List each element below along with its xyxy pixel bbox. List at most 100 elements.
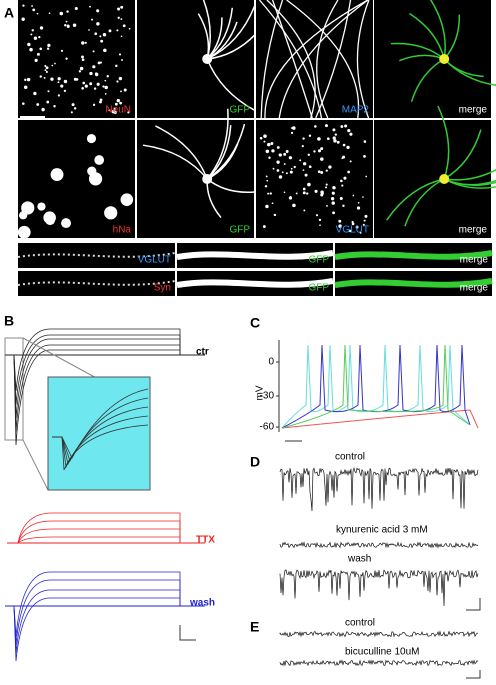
cell (363, 140, 367, 143)
cell (22, 4, 25, 7)
cell (39, 47, 43, 51)
dendrite (206, 108, 229, 180)
cell (306, 192, 309, 195)
cell (331, 201, 335, 205)
cell (338, 219, 342, 223)
cell (44, 69, 47, 72)
cell (276, 160, 280, 164)
cell (363, 155, 366, 158)
dendrite (142, 144, 208, 180)
panel-letter: D (250, 454, 260, 470)
current-trace (12, 536, 200, 544)
dendrite (386, 178, 445, 221)
scale-bar (466, 670, 481, 679)
inset-trace (52, 397, 149, 463)
dendrite (443, 178, 496, 187)
cell (347, 129, 351, 133)
panel-letter: B (4, 313, 14, 329)
cell (127, 111, 130, 114)
cell (302, 169, 305, 171)
dendrite-strip (176, 278, 334, 288)
trace-label: control (335, 452, 365, 463)
cell (334, 133, 337, 136)
inset-trace (52, 424, 149, 471)
cell (23, 85, 28, 90)
panel-letter: A (4, 5, 14, 21)
soma (202, 54, 213, 64)
cell (290, 131, 294, 135)
soma (439, 174, 450, 184)
cell (104, 79, 107, 82)
cell (272, 167, 275, 170)
cell (120, 18, 123, 21)
current-trace (279, 541, 479, 549)
micrograph (18, 0, 135, 118)
cell (295, 192, 298, 195)
trace-label: wash (189, 598, 215, 609)
voltage-trace (281, 409, 479, 429)
dendrite-strip (17, 280, 176, 286)
image-label: VGLUT (336, 225, 369, 236)
micrograph (137, 120, 254, 238)
cell (290, 127, 293, 129)
cell (47, 90, 50, 93)
current-trace (12, 528, 200, 544)
micrograph-content (142, 108, 255, 219)
cell (326, 205, 328, 207)
cell (281, 171, 284, 174)
micrograph-content (197, 0, 263, 115)
zoom-box (4, 337, 24, 441)
cell (60, 49, 64, 52)
cell (303, 209, 306, 212)
cell (363, 219, 366, 222)
cell (264, 185, 268, 188)
cell (54, 62, 56, 65)
cell (364, 214, 368, 218)
cell (271, 149, 275, 153)
cell (57, 77, 61, 81)
strip-label: GFP (308, 283, 329, 294)
cell (317, 170, 321, 173)
cell (45, 70, 48, 74)
cell (343, 176, 347, 180)
inset-trace (52, 388, 149, 459)
cell (116, 29, 119, 32)
cell (74, 7, 78, 11)
cell (45, 215, 55, 226)
cell (365, 175, 368, 178)
cell (270, 142, 274, 145)
y-axis-label: mV (255, 385, 266, 400)
inset-trace (52, 415, 149, 469)
cell (307, 182, 311, 187)
cell (106, 75, 109, 78)
cell (340, 179, 343, 183)
cell (39, 75, 43, 78)
current-trace (10, 589, 200, 653)
cell (92, 50, 95, 53)
cell (64, 24, 67, 27)
cell (37, 202, 46, 211)
cell (362, 223, 365, 226)
dendrite (206, 58, 263, 115)
cell (263, 140, 266, 143)
current-trace (10, 349, 200, 446)
cell (268, 156, 271, 159)
zoom-lines (22, 337, 101, 491)
cell (115, 64, 118, 68)
trace-label: TTX (196, 535, 215, 546)
cell (119, 101, 122, 105)
fiber (258, 0, 323, 119)
cell (30, 33, 33, 36)
cell (36, 103, 40, 106)
cell (317, 137, 321, 141)
cell (347, 170, 350, 174)
cell (81, 58, 85, 62)
dendrite (444, 168, 496, 181)
cell (344, 124, 348, 128)
cell (319, 224, 321, 227)
y-tick-label: -30 (260, 391, 275, 402)
cell (301, 145, 304, 148)
cell (63, 79, 68, 84)
cell (325, 169, 328, 172)
cell (104, 92, 107, 95)
